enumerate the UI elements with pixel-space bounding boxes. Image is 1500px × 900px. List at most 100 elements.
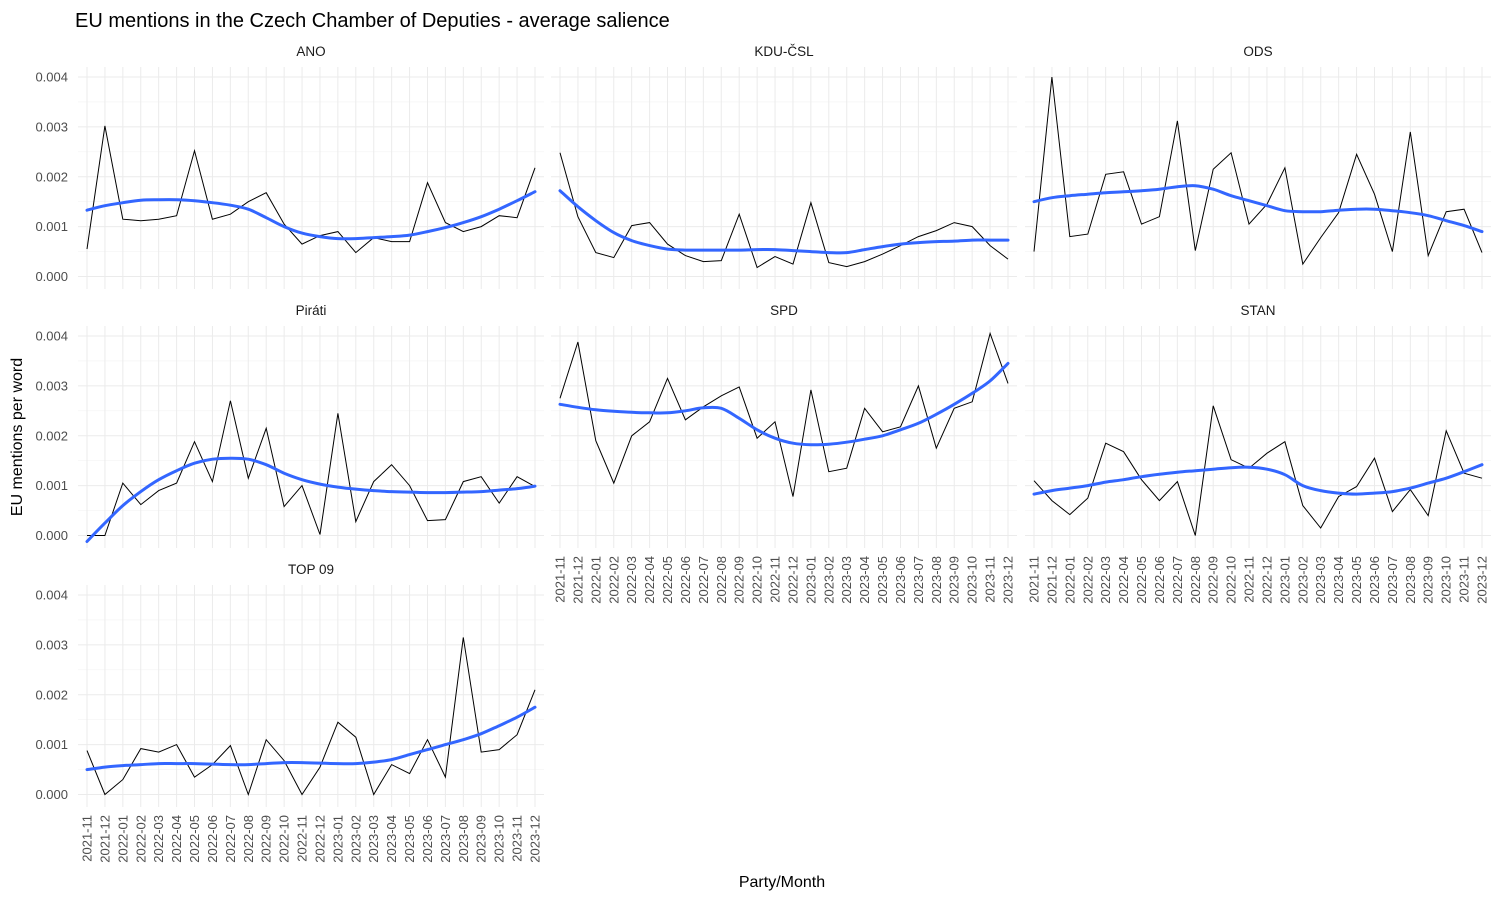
x-tick-label: 2023-05 <box>402 815 417 863</box>
x-tick-label: 2022-04 <box>642 556 657 604</box>
x-tick-label: 2023-03 <box>1313 556 1328 604</box>
x-tick-label: 2023-01 <box>330 815 345 863</box>
series-smooth-line <box>558 361 1010 447</box>
x-tick-label: 2023-08 <box>1403 556 1418 604</box>
y-tick-label: 0.001 <box>35 478 68 493</box>
x-tick-label: 2022-08 <box>1188 556 1203 604</box>
x-tick-label: 2022-02 <box>606 556 621 604</box>
series-smooth-line <box>1032 184 1484 234</box>
x-tick-label: 2022-07 <box>223 815 238 863</box>
series-raw-line <box>559 331 1009 497</box>
x-tick-label: 2022-01 <box>115 815 130 863</box>
x-tick-label: 2021-12 <box>97 815 112 863</box>
x-tick-label: 2023-07 <box>438 815 453 863</box>
x-tick-label: 2023-06 <box>420 815 435 863</box>
x-tick-label: 2023-04 <box>1331 556 1346 604</box>
x-tick-label: 2023-12 <box>1475 556 1490 604</box>
x-tick-label: 2023-04 <box>857 556 872 604</box>
facet-label: KDU-ČSL <box>754 44 814 59</box>
x-tick-label: 2023-09 <box>474 815 489 863</box>
x-tick-label: 2023-11 <box>983 556 998 603</box>
y-tick-label: 0.004 <box>35 69 68 84</box>
x-tick-label: 2023-10 <box>965 556 980 604</box>
y-tick-label: 0.000 <box>35 787 68 802</box>
x-tick-label: 2022-08 <box>241 815 256 863</box>
y-tick-label: 0.000 <box>35 528 68 543</box>
x-tick-label: 2022-01 <box>588 556 603 604</box>
y-tick-label: 0.003 <box>35 637 68 652</box>
x-tick-label: 2022-11 <box>1242 556 1257 603</box>
x-tick-label: 2023-06 <box>1367 556 1382 604</box>
y-tick-label: 0.001 <box>35 219 68 234</box>
x-tick-label: 2023-07 <box>911 556 926 604</box>
series-smooth-line <box>85 705 537 772</box>
x-tick-label: 2023-12 <box>528 815 543 863</box>
series-raw-line <box>1033 405 1483 536</box>
facet-panels: ANO 0.000 0.001 0.002 0.003 0.004 KDU-ČSL ODS Pi… <box>35 44 1491 863</box>
x-tick-label: 2022-07 <box>696 556 711 604</box>
x-tick-label: 2022-02 <box>1080 556 1095 604</box>
x-tick-label: 2022-12 <box>1259 556 1274 604</box>
x-tick-label: 2022-08 <box>714 556 729 604</box>
y-tick-label: 0.000 <box>35 269 68 284</box>
x-tick-label: 2023-05 <box>1349 556 1364 604</box>
x-tick-label: 2022-04 <box>1116 556 1131 604</box>
y-tick-label: 0.001 <box>35 737 68 752</box>
x-tick-label: 2021-11 <box>553 556 568 603</box>
facet-label: Piráti <box>296 303 327 318</box>
x-tick-label: 2023-01 <box>1277 556 1292 604</box>
x-tick-label: 2023-05 <box>875 556 890 604</box>
x-tick-label: 2022-09 <box>732 556 747 604</box>
series-raw-line <box>1033 76 1483 266</box>
facet-panel: ODS <box>1025 44 1491 289</box>
x-tick-label: 2022-04 <box>169 815 184 863</box>
x-tick-label: 2022-05 <box>660 556 675 604</box>
x-tick-label: 2022-07 <box>1170 556 1185 604</box>
facet-label: ANO <box>296 44 325 59</box>
x-tick-label: 2023-04 <box>384 815 399 863</box>
x-tick-label: 2023-11 <box>510 815 525 862</box>
x-tick-label: 2023-11 <box>1457 556 1472 603</box>
y-tick-label: 0.002 <box>35 169 68 184</box>
x-tick-label: 2023-03 <box>366 815 381 863</box>
x-tick-label: 2022-02 <box>133 815 148 863</box>
x-tick-label: 2022-06 <box>1152 556 1167 604</box>
facet-label: STAN <box>1240 303 1275 318</box>
series-raw-line <box>87 400 536 536</box>
x-tick-label: 2022-12 <box>312 815 327 863</box>
series-smooth-line <box>558 189 1010 255</box>
x-tick-label: 2022-06 <box>678 556 693 604</box>
x-tick-label: 2022-03 <box>624 556 639 604</box>
x-tick-label: 2023-10 <box>1439 556 1454 604</box>
x-tick-label: 2022-10 <box>1224 556 1239 604</box>
series-raw-line <box>559 152 1009 269</box>
facet-label: TOP 09 <box>288 562 334 577</box>
x-tick-label: 2023-09 <box>947 556 962 604</box>
facet-panel: KDU-ČSL <box>551 44 1017 289</box>
facet-panel: ANO 0.000 0.001 0.002 0.003 0.004 <box>35 44 544 289</box>
x-tick-label: 2023-12 <box>1001 556 1016 604</box>
x-tick-label: 2023-10 <box>492 815 507 863</box>
x-tick-label: 2022-11 <box>768 556 783 603</box>
x-tick-label: 2023-02 <box>348 815 363 863</box>
x-tick-label: 2022-06 <box>205 815 220 863</box>
x-tick-label: 2023-02 <box>1295 556 1310 604</box>
x-tick-label: 2021-11 <box>1027 556 1042 603</box>
x-tick-label: 2022-12 <box>785 556 800 604</box>
x-tick-label: 2022-05 <box>1134 556 1149 604</box>
x-tick-label: 2023-03 <box>839 556 854 604</box>
facet-label: SPD <box>770 303 798 318</box>
y-tick-label: 0.002 <box>35 428 68 443</box>
x-tick-label: 2023-08 <box>456 815 471 863</box>
x-tick-label: 2022-09 <box>1206 556 1221 604</box>
x-tick-label: 2021-12 <box>570 556 585 604</box>
y-tick-label: 0.002 <box>35 687 68 702</box>
series-smooth-line <box>85 456 537 543</box>
x-tick-label: 2023-01 <box>803 556 818 604</box>
x-tick-label: 2022-01 <box>1062 556 1077 604</box>
x-tick-label: 2023-02 <box>821 556 836 604</box>
x-tick-label: 2022-11 <box>295 815 310 862</box>
x-tick-label: 2023-06 <box>893 556 908 604</box>
